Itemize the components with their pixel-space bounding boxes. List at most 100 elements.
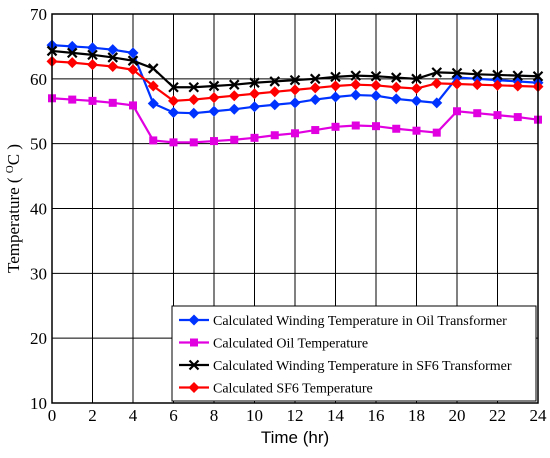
data-point	[392, 124, 401, 133]
data-point	[309, 82, 321, 94]
data-point	[330, 71, 341, 83]
data-point	[492, 69, 503, 81]
y-tick-label: 50	[30, 135, 47, 154]
data-point	[451, 67, 463, 79]
data-point	[169, 138, 178, 147]
data-point	[431, 67, 443, 78]
legend-label: Calculated Winding Temperature in Oil Tr…	[213, 314, 507, 329]
data-point-x-stroke	[492, 69, 503, 81]
x-tick-label: 12	[287, 406, 304, 425]
data-point-x-stroke	[330, 71, 341, 83]
x-tick-label: 14	[327, 406, 345, 425]
data-point-x-stroke	[451, 67, 463, 79]
data-point-x-stroke	[107, 52, 119, 63]
data-point-x-stroke	[471, 69, 483, 80]
data-point	[168, 107, 179, 119]
data-point-x-stroke	[309, 73, 321, 85]
data-point	[330, 91, 341, 103]
data-point	[188, 94, 200, 106]
data-point	[309, 94, 321, 106]
data-point-x-stroke	[390, 72, 402, 83]
data-point	[249, 101, 260, 113]
data-point-x-stroke	[269, 76, 281, 87]
data-point-x-stroke	[411, 73, 422, 85]
data-point	[431, 77, 443, 89]
x-tick-label: 4	[129, 406, 138, 425]
data-point	[411, 95, 422, 107]
data-point	[249, 77, 260, 89]
y-axis-title-unit: C )	[4, 144, 23, 165]
data-point	[66, 57, 78, 69]
legend-label: Calculated Winding Temperature in SF6 Tr…	[213, 359, 512, 374]
x-tick-label: 6	[169, 406, 178, 425]
data-point	[250, 133, 259, 142]
data-point	[370, 90, 382, 102]
data-point	[147, 97, 159, 109]
data-point	[208, 80, 220, 92]
x-tick-label: 18	[408, 406, 425, 425]
data-point	[331, 122, 340, 131]
legend-label: Calculated Oil Temperature	[213, 337, 368, 352]
data-point	[330, 80, 341, 92]
data-point	[431, 97, 443, 109]
x-tick-label: 8	[210, 406, 219, 425]
y-tick-label: 60	[30, 70, 47, 89]
data-point	[129, 101, 137, 110]
data-point	[289, 74, 301, 86]
data-point	[350, 70, 362, 81]
data-point	[107, 44, 119, 56]
data-point	[350, 89, 362, 101]
data-point-x-stroke	[370, 70, 382, 82]
data-point	[270, 131, 279, 140]
data-point-x-stroke	[66, 47, 78, 59]
data-point-x-stroke	[289, 74, 301, 86]
data-point	[66, 47, 78, 59]
data-point	[147, 63, 159, 74]
legend-swatch-marker	[190, 338, 198, 347]
legend-items: Calculated Winding Temperature in Oil Tr…	[179, 314, 512, 397]
legend-item: Calculated Winding Temperature in SF6 Tr…	[179, 359, 512, 374]
data-point	[127, 64, 139, 76]
data-point	[208, 105, 220, 117]
y-tick-label: 40	[30, 200, 47, 219]
data-point	[228, 79, 240, 90]
x-tick-label: 2	[88, 406, 97, 425]
plot-series	[46, 39, 544, 147]
data-point	[513, 113, 522, 122]
data-point	[311, 126, 320, 135]
data-point	[269, 99, 281, 111]
data-point	[471, 79, 483, 91]
legend: Calculated Winding Temperature in Oil Tr…	[171, 305, 537, 402]
data-point	[453, 107, 461, 116]
data-point-x-stroke	[512, 70, 524, 81]
data-point	[208, 92, 220, 104]
data-point	[249, 88, 260, 100]
x-tick-label: 0	[48, 406, 57, 425]
data-point	[473, 109, 482, 118]
y-tick-label: 10	[30, 394, 47, 413]
data-point	[289, 97, 301, 109]
data-point	[492, 79, 503, 91]
x-tick-label: 22	[489, 406, 506, 425]
data-point	[411, 73, 422, 85]
x-tick-label: 20	[449, 406, 466, 425]
data-point	[149, 136, 158, 145]
data-point	[188, 81, 200, 93]
y-tick-label: 70	[30, 5, 47, 24]
data-point	[210, 137, 218, 146]
data-point	[87, 42, 98, 54]
y-axis-title-main: Temperature (	[4, 173, 23, 273]
data-point	[230, 135, 239, 144]
data-point	[512, 70, 524, 81]
data-point	[127, 47, 139, 59]
legend-item: Calculated Winding Temperature in Oil Tr…	[179, 314, 507, 329]
data-point	[228, 90, 240, 102]
data-point	[411, 83, 422, 95]
data-point	[350, 79, 362, 91]
y-axis-title-degree: O	[4, 165, 16, 173]
data-point-x-stroke	[208, 80, 220, 92]
y-tick-label: 20	[30, 329, 47, 348]
data-point	[228, 103, 240, 115]
data-point	[88, 96, 97, 105]
